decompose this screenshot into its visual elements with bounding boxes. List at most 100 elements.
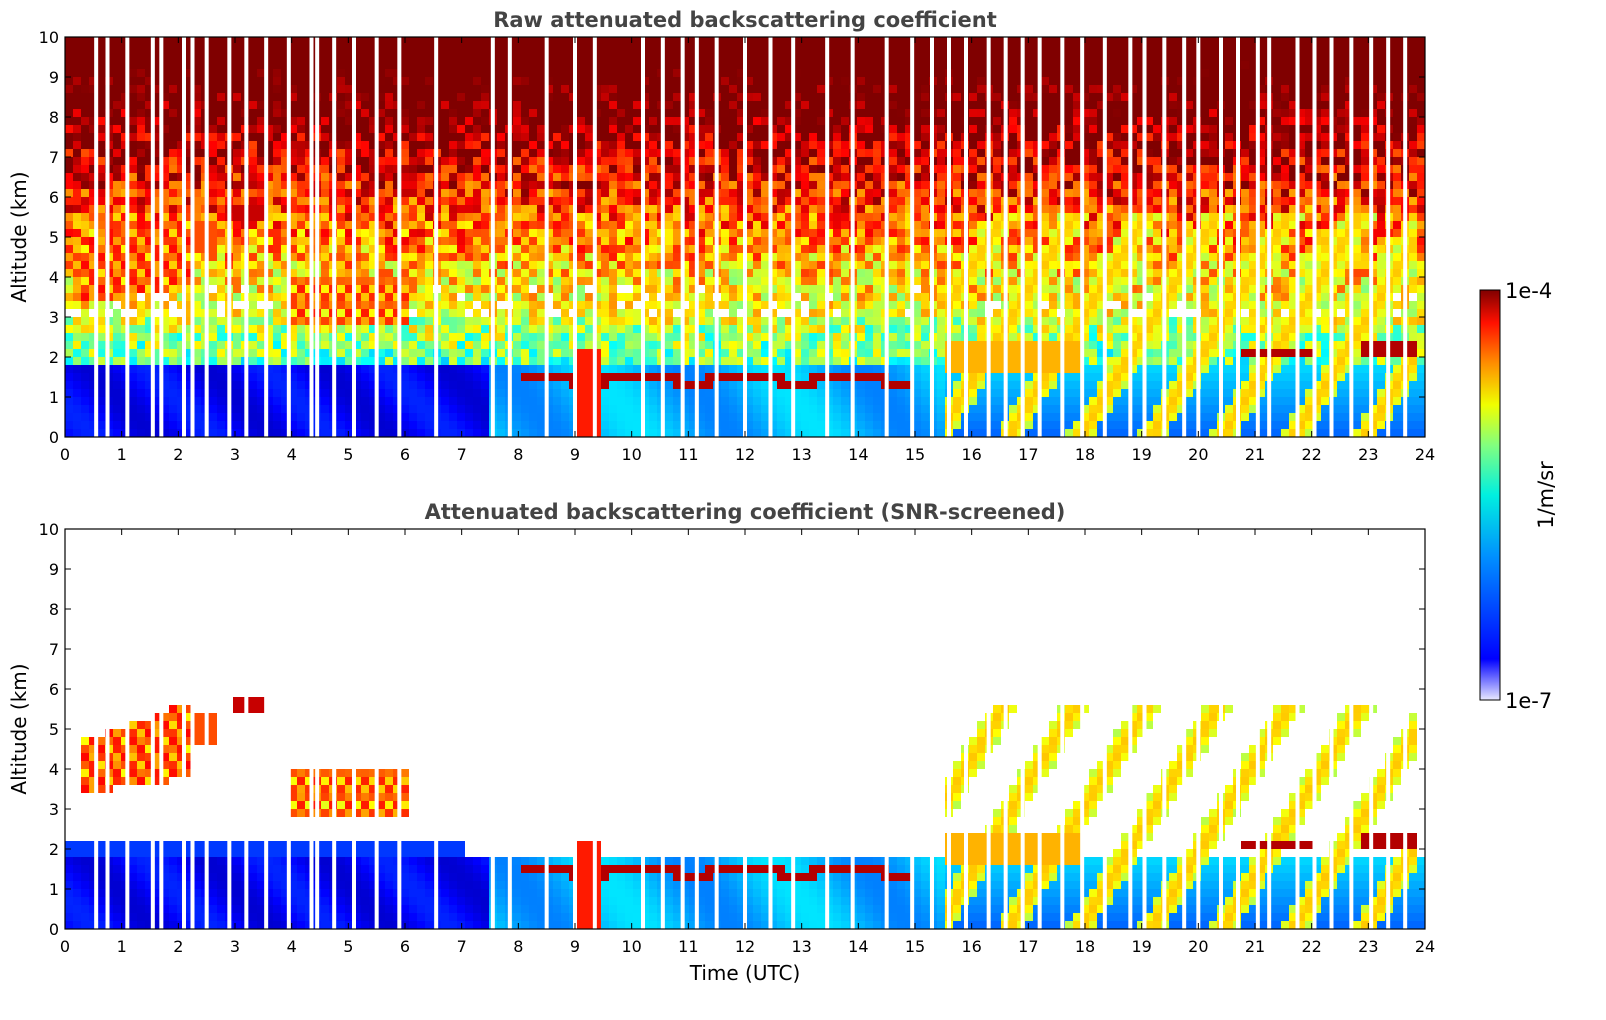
heat-cell — [577, 45, 585, 53]
heat-cell — [369, 421, 377, 429]
heat-cell — [289, 149, 297, 157]
heat-cell — [737, 357, 745, 365]
heat-cell — [601, 293, 609, 301]
heat-cell — [441, 285, 449, 293]
heat-cell — [665, 125, 673, 133]
heat-cell — [753, 181, 761, 189]
heat-cell — [233, 261, 241, 269]
heat-cell — [289, 37, 297, 45]
heat-cell — [649, 261, 657, 269]
heat-cell — [809, 325, 817, 333]
heat-cell — [425, 357, 433, 365]
heat-cell — [233, 109, 241, 117]
heat-cell — [497, 317, 505, 325]
heat-cell — [665, 285, 673, 293]
heat-cell — [481, 389, 489, 397]
heat-cell — [249, 429, 257, 437]
heat-cell — [769, 413, 777, 421]
heat-cell — [257, 165, 265, 173]
heat-cell — [497, 341, 505, 349]
heat-cell — [377, 429, 385, 437]
heat-cell — [393, 45, 401, 53]
heat-cell — [841, 421, 849, 429]
heat-cell — [529, 237, 537, 245]
heat-cell — [209, 421, 217, 429]
heat-cell — [529, 365, 537, 373]
heat-cell — [177, 397, 185, 405]
heat-cell — [665, 93, 673, 101]
heat-cell — [265, 293, 273, 301]
heat-cell — [769, 421, 777, 429]
heat-cell — [521, 101, 529, 109]
heat-cell — [473, 325, 481, 333]
heat-cell — [385, 77, 393, 85]
heat-cell — [529, 117, 537, 125]
heat-cell — [193, 77, 201, 85]
heat-cell — [521, 421, 529, 429]
heat-cell — [73, 149, 81, 157]
heat-cell — [561, 309, 569, 317]
heat-cell — [697, 413, 705, 421]
heat-cell — [177, 45, 185, 53]
heat-cell — [401, 421, 409, 429]
heat-cell — [633, 157, 641, 165]
heat-cell — [185, 405, 193, 413]
heat-cell — [65, 165, 73, 173]
heat-cell — [449, 133, 457, 141]
heat-cell — [665, 381, 673, 389]
heat-cell — [473, 293, 481, 301]
heat-cell — [425, 69, 433, 77]
heat-cell — [441, 413, 449, 421]
heat-cell — [521, 69, 529, 77]
heat-cell — [689, 389, 697, 397]
heat-cell — [257, 269, 265, 277]
heat-cell — [145, 285, 153, 293]
heat-cell — [281, 69, 289, 77]
heat-cell — [65, 61, 73, 69]
heat-cell — [345, 213, 353, 221]
heat-cell — [137, 285, 145, 293]
heat-cell — [777, 253, 785, 261]
heat-cell — [393, 205, 401, 213]
heat-cell — [65, 229, 73, 237]
heat-cell — [625, 413, 633, 421]
heat-cell — [777, 333, 785, 341]
heat-cell — [625, 277, 633, 285]
heat-cell — [761, 261, 769, 269]
heat-cell — [497, 325, 505, 333]
heat-cell — [745, 93, 753, 101]
heat-cell — [649, 77, 657, 85]
heat-cell — [753, 189, 761, 197]
heat-cell — [705, 69, 713, 77]
heat-cell — [729, 261, 737, 269]
heat-cell — [321, 325, 329, 333]
heat-cell — [809, 197, 817, 205]
heat-cell — [697, 181, 705, 189]
heat-cell — [545, 421, 553, 429]
heat-cell — [337, 197, 345, 205]
heat-cell — [129, 365, 137, 373]
heat-cell — [113, 93, 121, 101]
heat-cell — [801, 349, 809, 357]
heat-cell — [785, 101, 793, 109]
heat-cell — [857, 309, 865, 317]
heat-cell — [281, 421, 289, 429]
heat-cell — [553, 157, 561, 165]
heat-cell — [385, 181, 393, 189]
heat-cell — [673, 133, 681, 141]
heat-cell — [681, 293, 689, 301]
heat-cell — [113, 237, 121, 245]
heat-cell — [337, 365, 345, 373]
heat-cell — [337, 221, 345, 229]
heat-cell — [513, 381, 521, 389]
heat-cell — [753, 69, 761, 77]
heat-cell — [449, 117, 457, 125]
heat-cell — [617, 69, 625, 77]
heat-cell — [345, 61, 353, 69]
heat-cell — [289, 269, 297, 277]
heat-cell — [865, 301, 873, 309]
heat-cell — [289, 357, 297, 365]
heat-cell — [249, 37, 257, 45]
heat-cell — [529, 349, 537, 357]
heat-cell — [97, 205, 105, 213]
